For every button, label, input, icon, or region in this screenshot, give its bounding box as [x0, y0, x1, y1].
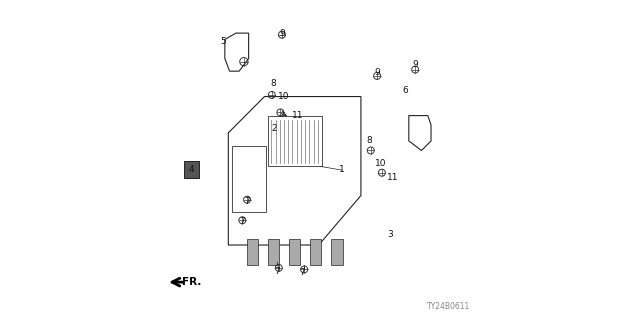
Text: FR.: FR. [182, 277, 202, 287]
Bar [232, 146, 266, 212]
Text: 11: 11 [292, 111, 303, 120]
Text: 3: 3 [387, 230, 393, 239]
Text: 7: 7 [244, 197, 250, 206]
Bar [247, 239, 258, 265]
Bar [331, 239, 342, 265]
Text: 7: 7 [300, 268, 305, 277]
Bar [184, 161, 200, 178]
Bar [268, 239, 279, 265]
Text: 5: 5 [220, 36, 226, 45]
Text: 9: 9 [280, 28, 285, 38]
Text: 10: 10 [374, 159, 386, 168]
Text: 8: 8 [270, 79, 276, 88]
Text: 10: 10 [278, 92, 289, 101]
Bar [310, 239, 321, 265]
Text: 6: 6 [403, 86, 408, 95]
Text: 8: 8 [366, 136, 372, 146]
Text: 4: 4 [189, 165, 195, 174]
Text: 11: 11 [387, 173, 399, 182]
Text: 1: 1 [339, 165, 345, 174]
Bar [268, 116, 323, 166]
Text: 7: 7 [275, 267, 280, 276]
Text: 9: 9 [412, 60, 418, 69]
Text: TY24B0611: TY24B0611 [428, 302, 470, 311]
Bar [289, 239, 300, 265]
Text: 7: 7 [239, 217, 245, 226]
Text: 2: 2 [271, 124, 277, 133]
Text: 9: 9 [374, 68, 380, 77]
